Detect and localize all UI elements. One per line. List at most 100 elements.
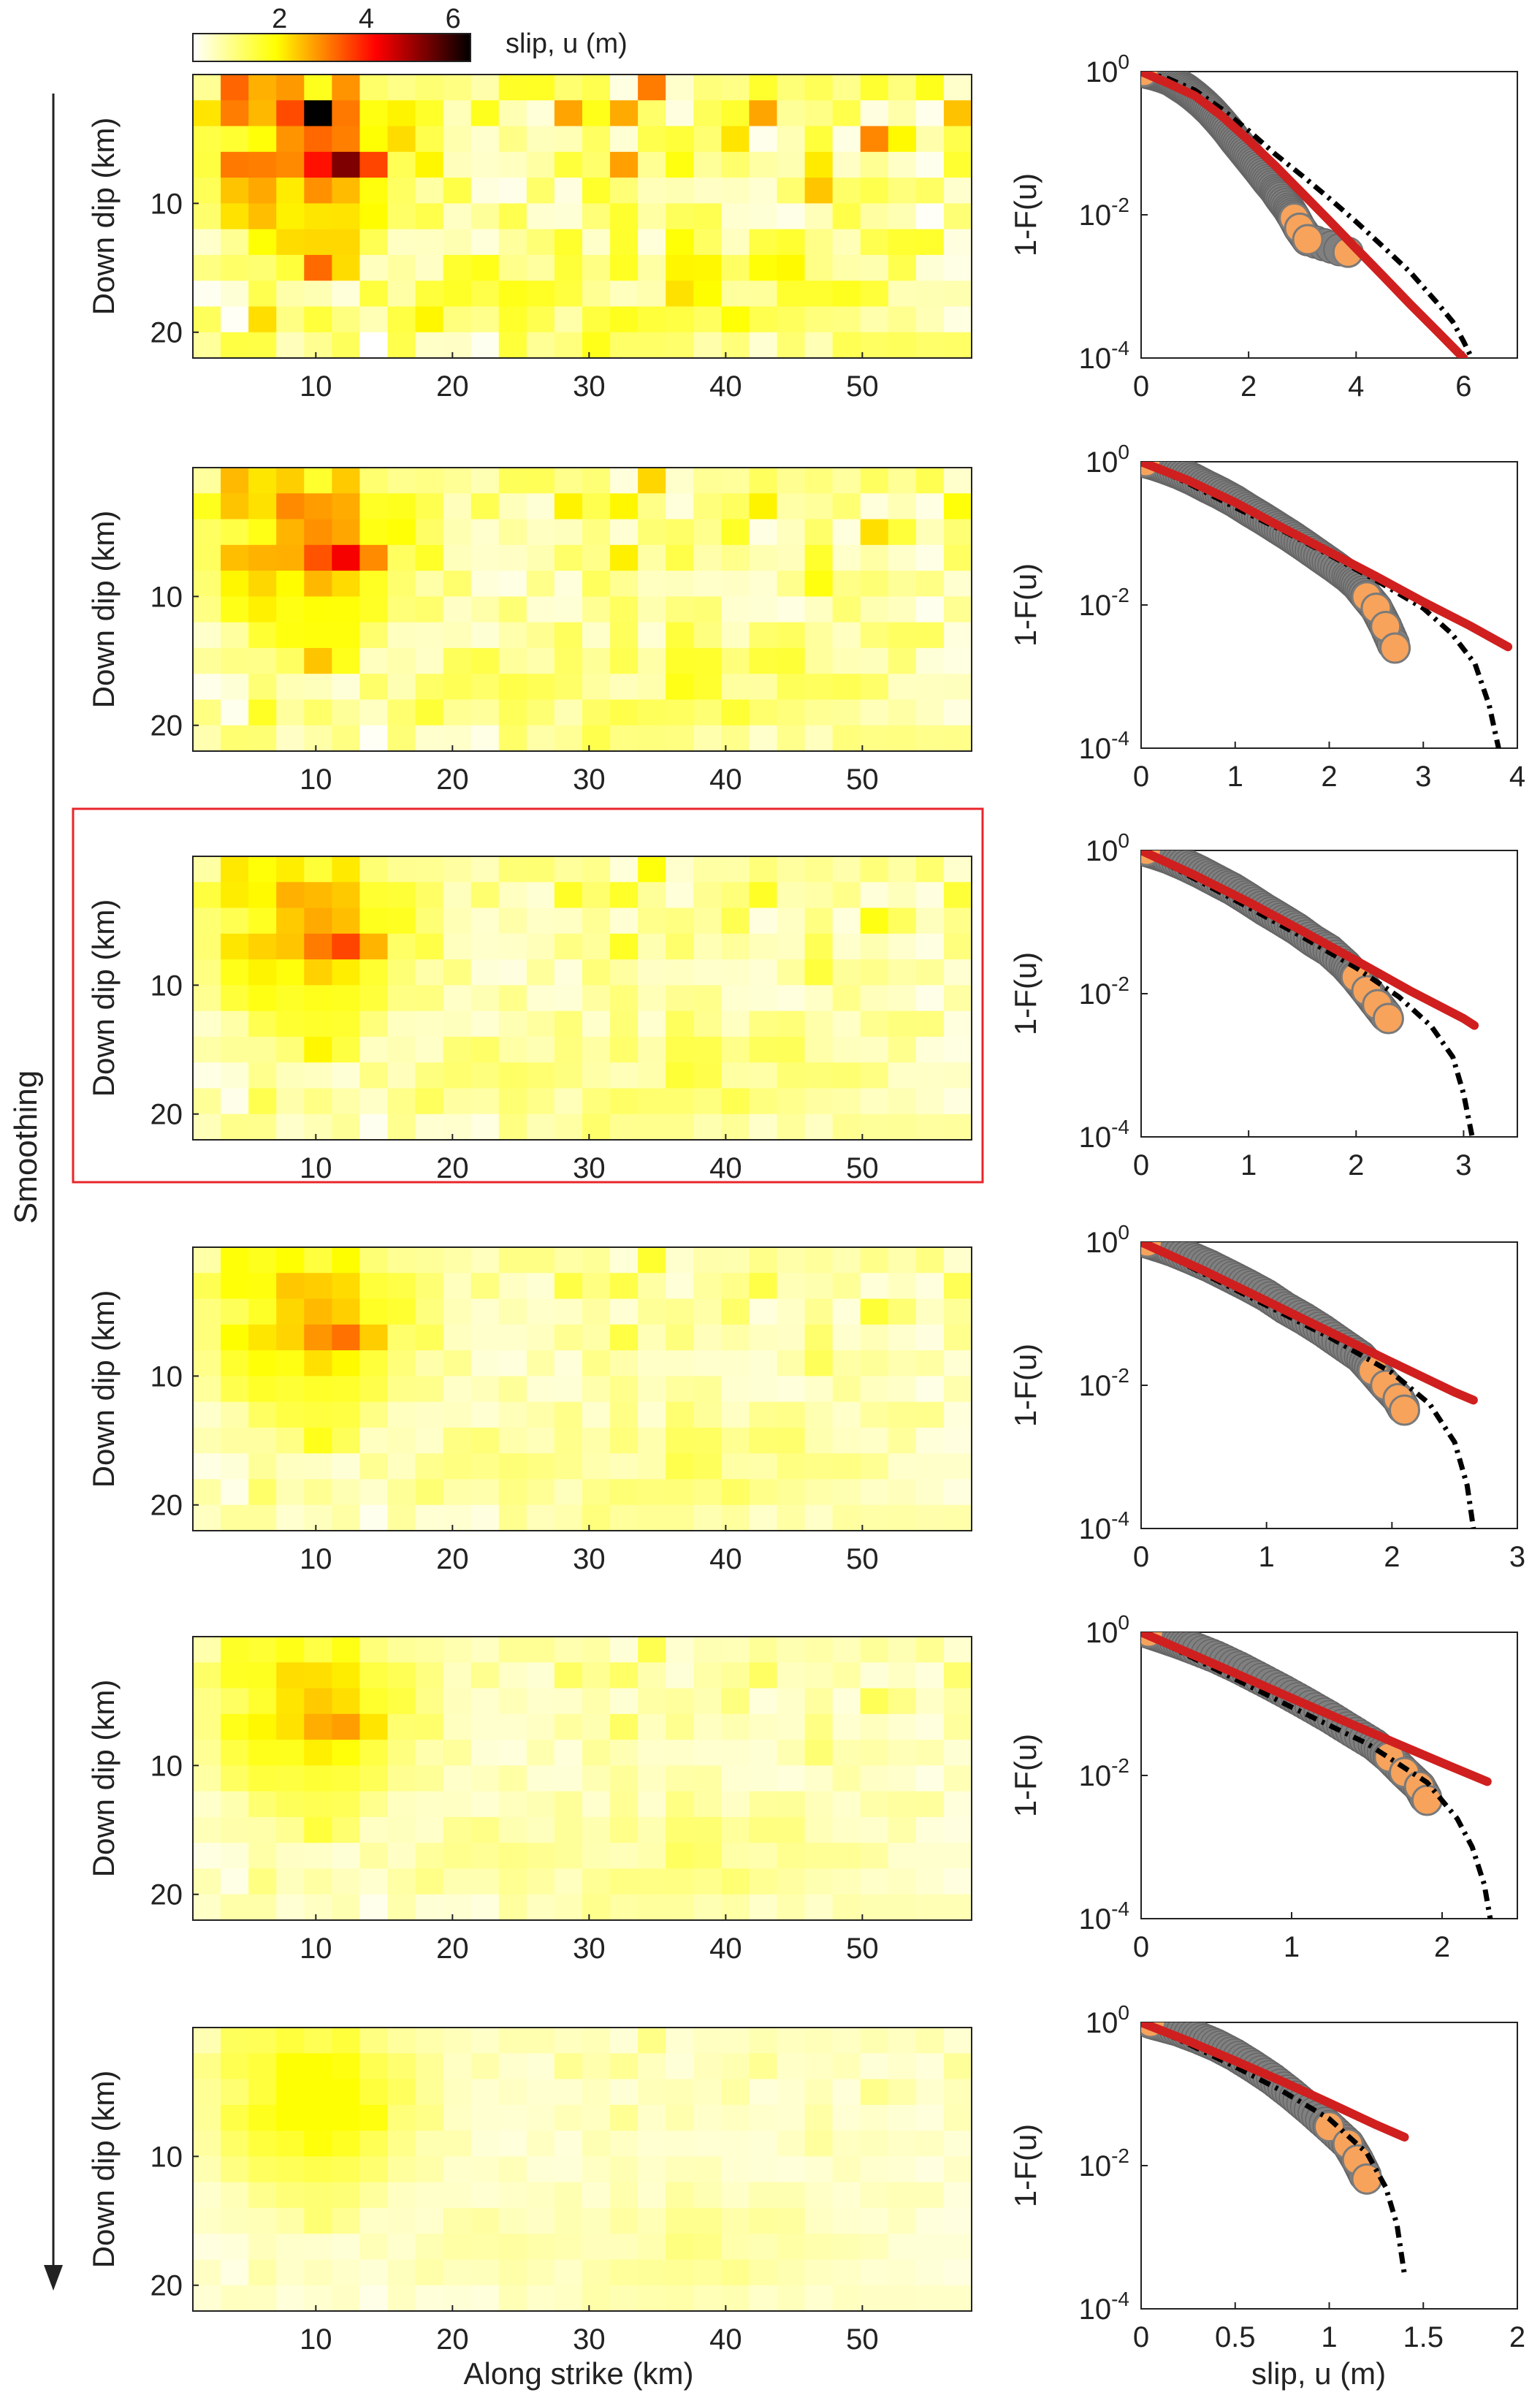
heatmap-cell	[721, 2207, 750, 2234]
heatmap-cell	[221, 856, 249, 883]
heatmap-cell	[221, 1713, 249, 1740]
heatmap-cell	[749, 178, 778, 204]
heatmap-cell	[276, 622, 305, 649]
heatmap-cell	[693, 1453, 722, 1480]
heatmap-cell	[359, 1088, 389, 1115]
heatmap-cell	[359, 332, 389, 359]
heatmap-cell	[888, 622, 917, 649]
heatmap-cell	[498, 647, 527, 674]
heatmap-x-tick-label: 50	[846, 764, 879, 796]
heatmap-cell	[638, 1273, 666, 1300]
heatmap-cell	[582, 1843, 611, 1870]
heatmap-cell	[721, 75, 750, 101]
heatmap-cell	[693, 2131, 722, 2157]
heatmap-cell	[610, 281, 639, 308]
heatmap-cell	[943, 75, 972, 101]
heatmap-cell	[248, 1504, 277, 1531]
heatmap-cell	[777, 1247, 806, 1274]
heatmap-cell	[804, 725, 834, 752]
heatmap-cell	[693, 544, 722, 571]
heatmap-cell	[276, 1036, 305, 1063]
heatmap-cell	[470, 596, 500, 623]
heatmap-cell	[943, 2104, 972, 2131]
heatmap-cell	[221, 75, 249, 101]
heatmap-cell	[526, 178, 555, 204]
heatmap-cell	[721, 647, 750, 674]
heatmap-cell	[554, 178, 583, 204]
heatmap-cell	[332, 229, 361, 256]
heatmap-cell	[470, 126, 500, 153]
heatmap-cell	[693, 2028, 722, 2054]
heatmap-cell	[359, 1062, 389, 1089]
heatmap-cell	[943, 1791, 972, 1818]
heatmap-cell	[470, 254, 500, 281]
heatmap-cell	[860, 281, 889, 308]
heatmap-cell	[526, 1453, 555, 1480]
heatmap-cell	[276, 1713, 305, 1740]
heatmap-cell	[888, 1113, 917, 1141]
heatmap-cell	[749, 1637, 778, 1663]
heatmap-cell	[415, 1453, 444, 1480]
heatmap-cell	[777, 203, 806, 230]
heatmap-cell	[582, 1324, 611, 1351]
heatmap-cell	[693, 959, 722, 986]
heatmap-cell	[554, 2079, 583, 2106]
heatmap-cell	[749, 2207, 778, 2234]
heatmap-cell	[610, 544, 639, 571]
heatmap-cell	[860, 151, 889, 178]
heatmap-cell	[693, 882, 722, 909]
colorbar-tick-label: 6	[446, 4, 461, 34]
heatmap-cell	[304, 596, 332, 623]
heatmap-cell	[470, 1791, 500, 1818]
heatmap-cell	[276, 2285, 305, 2312]
heatmap-cell	[638, 1816, 666, 1843]
heatmap-cell	[248, 2182, 277, 2209]
heatmap-cell	[832, 2104, 861, 2131]
heatmap-cell	[804, 1273, 834, 1300]
ccdf-orange-point	[1411, 1784, 1443, 1816]
heatmap-cell	[276, 100, 305, 127]
heatmap-cell	[359, 1247, 389, 1274]
heatmap-cell	[276, 1740, 305, 1766]
heatmap-cell	[777, 2234, 806, 2261]
heatmap-cell	[915, 1427, 945, 1454]
heatmap-cell	[749, 985, 778, 1012]
heatmap-cell	[804, 1479, 834, 1506]
heatmap-cell	[304, 493, 332, 520]
heatmap-cell	[666, 959, 694, 986]
heatmap-cell	[915, 1324, 945, 1351]
heatmap-cell	[359, 519, 389, 546]
ccdf-y-tick-exponent: 0	[1118, 2001, 1129, 2024]
heatmap-cell	[415, 1816, 444, 1843]
heatmap-cell	[721, 151, 750, 178]
heatmap-cell	[443, 2131, 472, 2157]
heatmap-cell	[387, 306, 416, 333]
heatmap-cell	[415, 126, 444, 153]
heatmap-cell	[638, 647, 666, 674]
heatmap-cell	[860, 1816, 889, 1843]
heatmap-cell	[666, 985, 694, 1012]
heatmap-cell	[248, 2053, 277, 2080]
heatmap-cell	[638, 178, 666, 204]
heatmap-cell	[749, 493, 778, 520]
heatmap-cell	[526, 1713, 555, 1740]
heatmap-cell	[749, 2234, 778, 2261]
heatmap-cell	[526, 1504, 555, 1531]
heatmap-cell	[304, 100, 332, 127]
heatmap-cell	[832, 1740, 861, 1766]
heatmap-cell	[193, 1843, 221, 1870]
heatmap-cell	[276, 1062, 305, 1089]
heatmap-cell	[915, 2207, 945, 2234]
heatmap-cell	[610, 2259, 639, 2286]
heatmap-cell	[610, 126, 639, 153]
heatmap-cell	[693, 1740, 722, 1766]
heatmap-cell	[304, 2285, 332, 2312]
heatmap-cell	[749, 674, 778, 701]
heatmap-cell	[749, 1894, 778, 1921]
heatmap-cell	[554, 1088, 583, 1115]
heatmap-cell	[888, 1479, 917, 1506]
heatmap-cell	[276, 2079, 305, 2106]
heatmap-cell	[721, 2182, 750, 2209]
heatmap-cell	[860, 1324, 889, 1351]
heatmap-cell	[443, 1791, 472, 1818]
